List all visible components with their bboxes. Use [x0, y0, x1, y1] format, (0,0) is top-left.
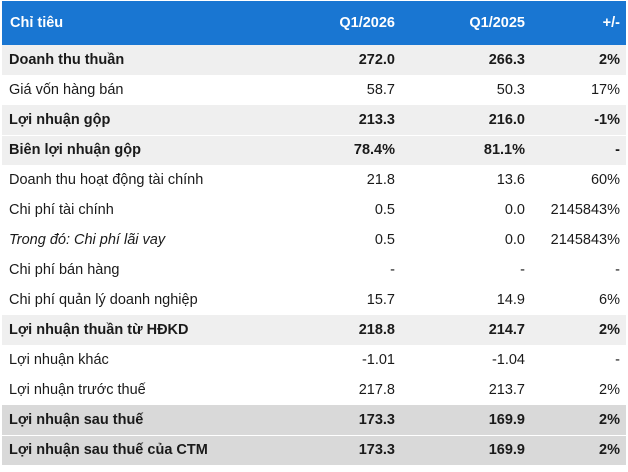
header-row: Chỉ tiêu Q1/2026 Q1/2025 +/-: [2, 1, 626, 45]
row-label: Lợi nhuận khác: [9, 352, 109, 368]
row-label: Chi phí tài chính: [9, 202, 114, 218]
value-change: 6%: [599, 292, 620, 308]
value-change: 2%: [531, 45, 626, 75]
row-label: Giá vốn hàng bán: [9, 82, 124, 98]
value-q1-2025: 14.9: [496, 292, 525, 308]
value-q1-2026: 272.0: [264, 45, 401, 75]
table-row: Chi phí bán hàng - - -: [2, 255, 626, 285]
table-row: Lợi nhuận sau thuế 173.3 169.9 2%: [2, 405, 626, 435]
table-row: Lợi nhuận trước thuế 217.8 213.7 2%: [2, 375, 626, 405]
row-label: Doanh thu thuần: [2, 45, 264, 75]
value-q1-2025: 266.3: [401, 45, 531, 75]
table-header: Chỉ tiêu Q1/2026 Q1/2025 +/-: [2, 1, 626, 45]
financial-summary-table: Chỉ tiêu Q1/2026 Q1/2025 +/- Doanh thu t…: [2, 1, 626, 465]
value-q1-2025: 13.6: [496, 172, 525, 188]
row-label: Lợi nhuận thuần từ HĐKD: [2, 315, 264, 345]
value-q1-2025: 0.0: [504, 232, 525, 248]
value-change: -: [615, 262, 620, 278]
value-change: 2145843%: [550, 232, 620, 248]
table-row: Lợi nhuận thuần từ HĐKD 218.8 214.7 2%: [2, 315, 626, 345]
value-change: 2%: [531, 434, 626, 465]
value-q1-2026: 0.5: [374, 202, 395, 218]
value-q1-2026: 0.5: [374, 232, 395, 248]
table-row: Chi phí tài chính 0.5 0.0 2145843%: [2, 195, 626, 225]
table-body: Doanh thu thuần 272.0 266.3 2% Giá vốn hàng …: [2, 45, 626, 465]
value-q1-2025: 216.0: [401, 105, 531, 135]
value-q1-2026: 58.7: [366, 82, 395, 98]
table-row: Lợi nhuận khác -1.01 -1.04 -: [2, 345, 626, 375]
row-label: Lợi nhuận sau thuế của CTM: [2, 434, 264, 465]
value-q1-2026: -: [390, 262, 395, 278]
value-change: -: [615, 352, 620, 368]
value-q1-2026: 78.4%: [264, 134, 401, 165]
value-change: -: [531, 134, 626, 165]
table-row: Doanh thu hoạt động tài chính 21.8 13.6 60%: [2, 165, 626, 195]
value-change: 60%: [590, 172, 620, 188]
value-change: 2%: [531, 405, 626, 435]
table-row: Lợi nhuận gộp 213.3 216.0 -1%: [2, 105, 626, 135]
value-q1-2026: 173.3: [264, 434, 401, 465]
value-q1-2026: 217.8: [358, 382, 395, 398]
value-q1-2026: 21.8: [366, 172, 395, 188]
value-change: -1%: [531, 105, 626, 135]
header-q1-2026: Q1/2026: [339, 15, 395, 31]
row-label: Lợi nhuận sau thuế: [2, 405, 264, 435]
row-label: Biên lợi nhuận gộp: [2, 134, 264, 165]
value-q1-2026: 218.8: [264, 315, 401, 345]
row-label: Trong đó: Chi phí lãi vay: [9, 232, 166, 248]
value-q1-2025: -1.04: [491, 352, 525, 368]
value-q1-2026: 173.3: [264, 405, 401, 435]
value-change: 2%: [599, 382, 620, 398]
value-q1-2026: -1.01: [361, 352, 395, 368]
value-q1-2025: 213.7: [488, 382, 525, 398]
value-q1-2025: 214.7: [401, 315, 531, 345]
value-change: 2%: [531, 315, 626, 345]
header-change: +/-: [602, 15, 620, 31]
value-q1-2025: 169.9: [401, 405, 531, 435]
table-row: Giá vốn hàng bán 58.7 50.3 17%: [2, 75, 626, 105]
value-q1-2025: 81.1%: [401, 134, 531, 165]
table-row: Lợi nhuận sau thuế của CTM 173.3 169.9 2%: [2, 434, 626, 465]
value-q1-2025: 169.9: [401, 434, 531, 465]
value-change: 17%: [590, 82, 620, 98]
table-row: Trong đó: Chi phí lãi vay 0.5 0.0 2145843%: [2, 225, 626, 255]
header-q1-2025: Q1/2025: [469, 15, 525, 31]
value-q1-2025: -: [520, 262, 525, 278]
header-indicator: Chỉ tiêu: [10, 15, 64, 31]
table-row: Doanh thu thuần 272.0 266.3 2%: [2, 45, 626, 75]
row-label: Chi phí quản lý doanh nghiệp: [9, 292, 198, 308]
table-row: Biên lợi nhuận gộp 78.4% 81.1% -: [2, 134, 626, 165]
value-q1-2026: 15.7: [366, 292, 395, 308]
table-row: Chi phí quản lý doanh nghiệp 15.7 14.9 6%: [2, 285, 626, 315]
row-label: Chi phí bán hàng: [9, 262, 120, 278]
value-q1-2025: 0.0: [504, 202, 525, 218]
financial-table-container: Chỉ tiêu Q1/2026 Q1/2025 +/- Doanh thu t…: [2, 1, 626, 465]
row-label: Lợi nhuận gộp: [2, 105, 264, 135]
value-q1-2025: 50.3: [496, 82, 525, 98]
value-change: 2145843%: [550, 202, 620, 218]
row-label: Lợi nhuận trước thuế: [9, 382, 146, 398]
value-q1-2026: 213.3: [264, 105, 401, 135]
row-label: Doanh thu hoạt động tài chính: [9, 172, 204, 188]
